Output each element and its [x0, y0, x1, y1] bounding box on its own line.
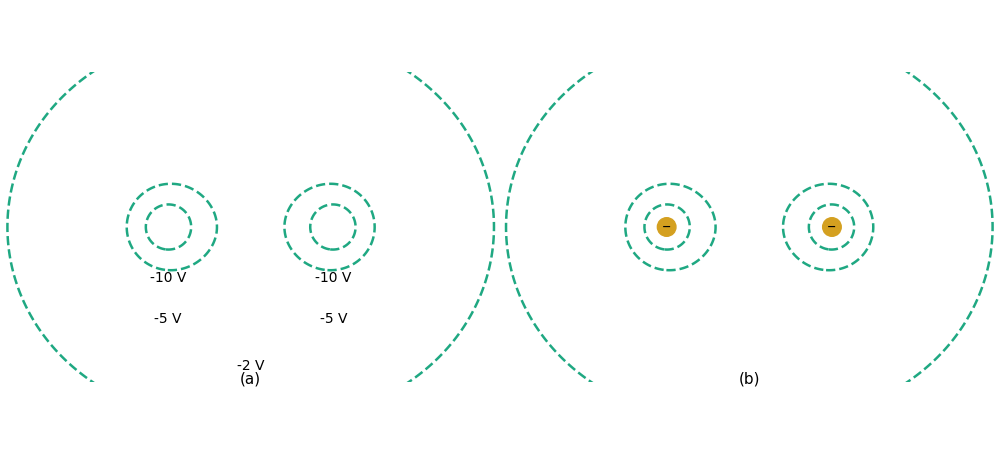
Text: (b): (b) — [739, 372, 760, 387]
Text: −: − — [827, 222, 837, 232]
Circle shape — [657, 218, 676, 236]
Text: -10 V: -10 V — [150, 271, 186, 285]
Text: -5 V: -5 V — [320, 312, 347, 326]
Text: -2 V: -2 V — [237, 359, 264, 373]
Circle shape — [823, 218, 841, 236]
Text: −: − — [662, 222, 671, 232]
Text: -5 V: -5 V — [154, 312, 182, 326]
Text: -10 V: -10 V — [315, 271, 352, 285]
Text: (a): (a) — [240, 372, 261, 387]
